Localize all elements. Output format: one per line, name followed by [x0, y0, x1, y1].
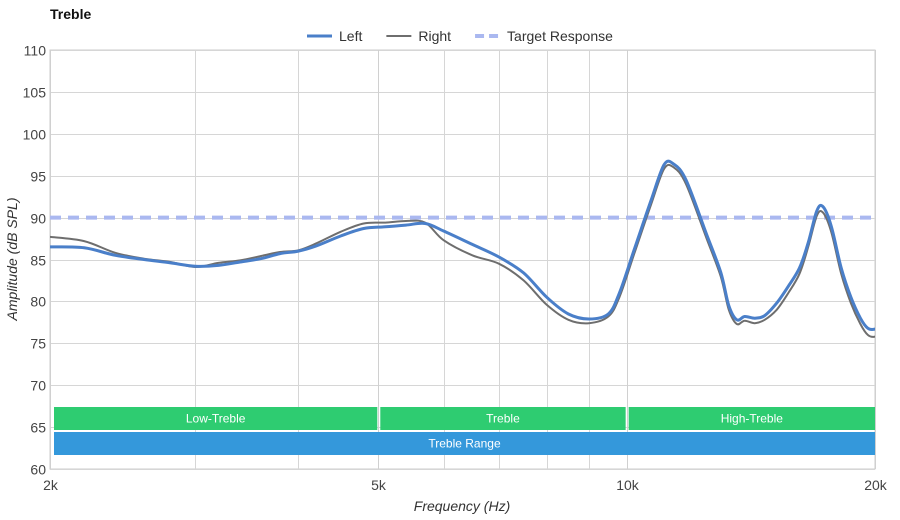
x-tick-label: 10k: [616, 477, 640, 493]
x-tick-label: 5k: [371, 477, 387, 493]
legend-label: Left: [339, 28, 362, 44]
x-tick-label: 2k: [43, 477, 59, 493]
band-treble-range: [54, 432, 875, 455]
y-tick-label: 90: [30, 211, 46, 227]
y-tick-label: 80: [30, 294, 46, 310]
band-label: High-Treble: [721, 412, 784, 426]
y-tick-label: 60: [30, 462, 46, 478]
frequency-bands: Low-Treble Treble High-Treble Treble Range: [54, 407, 875, 455]
y-tick-label: 110: [24, 43, 47, 59]
band-label: Treble: [486, 412, 520, 426]
chart-title: Treble: [50, 6, 91, 22]
legend-label: Target Response: [507, 28, 613, 44]
band-low-treble: [54, 407, 378, 430]
band-label: Low-Treble: [186, 412, 246, 426]
legend-label: Right: [418, 28, 451, 44]
legend: Left Right Target Response: [307, 28, 613, 44]
y-tick-label: 105: [23, 85, 47, 101]
grid: [49, 49, 876, 470]
series-lines: [50, 159, 875, 338]
y-tick-label: 70: [30, 378, 46, 394]
y-tick-label: 75: [30, 336, 46, 352]
axis-ticks: 60 65 70 75 80 85 90 95 100 105 110 2k 5k 10k 20k: [23, 43, 888, 494]
y-axis-label: Amplitude (dB SPL): [4, 198, 20, 322]
x-axis-label: Frequency (Hz): [414, 498, 510, 514]
band-label: Treble Range: [428, 437, 501, 451]
series-line-left: [50, 159, 875, 332]
series-line-right: [50, 163, 875, 338]
y-tick-label: 85: [30, 253, 46, 269]
band-treble: [380, 407, 626, 430]
y-tick-label: 100: [23, 127, 47, 143]
plot-frame: [49, 49, 876, 470]
y-tick-label: 65: [30, 420, 46, 436]
band-high-treble: [628, 407, 875, 430]
x-tick-label: 20k: [864, 477, 888, 493]
y-tick-label: 95: [30, 169, 46, 185]
